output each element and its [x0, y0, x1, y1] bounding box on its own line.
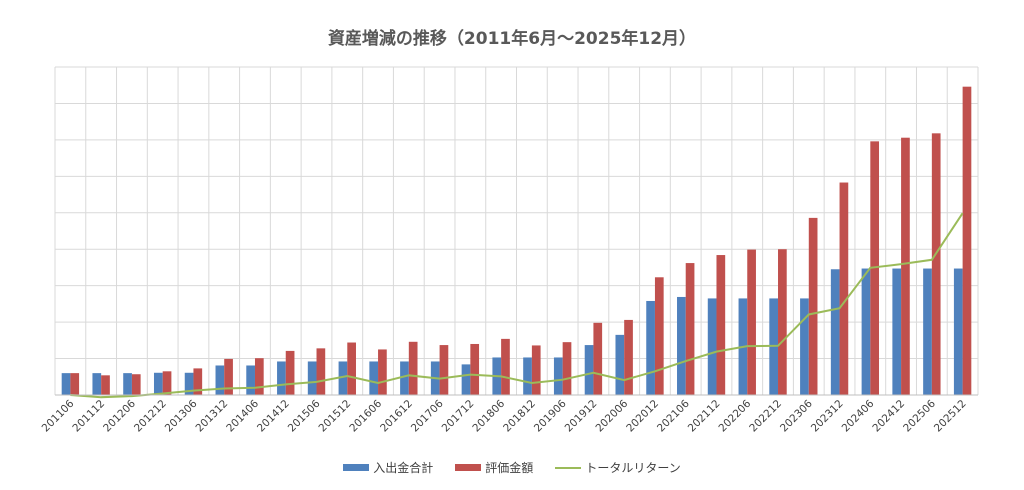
x-tick-label: 202406: [840, 397, 877, 434]
x-tick-label: 201812: [501, 398, 538, 435]
legend-swatch-valuation: [455, 464, 482, 471]
bar-valuation: [347, 342, 356, 395]
bar-deposits: [553, 357, 563, 395]
bar-valuation: [654, 277, 664, 395]
x-tick-label: 201512: [317, 398, 354, 435]
x-tick-label: 201506: [286, 397, 323, 434]
bar-valuation: [685, 263, 695, 395]
bar-deposits: [123, 373, 132, 395]
bar-valuation: [562, 342, 572, 395]
x-tick-label: 202206: [717, 397, 754, 434]
bar-valuation: [285, 350, 295, 395]
bar-valuation: [501, 338, 510, 395]
bar-deposits: [400, 361, 409, 395]
bar-deposits: [369, 361, 379, 395]
bar-valuation: [531, 345, 541, 395]
bar-deposits: [277, 361, 286, 395]
x-tick-label: 202512: [932, 398, 969, 435]
bar-valuation: [101, 375, 110, 395]
bar-deposits: [338, 361, 348, 395]
x-tick-label: 202212: [747, 398, 784, 435]
bar-deposits: [892, 268, 902, 395]
bar-valuation: [839, 182, 849, 395]
x-tick-label: 201306: [163, 397, 200, 434]
bar-valuation: [716, 255, 726, 395]
x-tick-label: 201412: [255, 398, 292, 435]
x-tick-label: 201206: [101, 397, 138, 434]
bar-deposits: [61, 373, 71, 395]
x-tick-label: 202412: [870, 398, 907, 435]
x-tick-label: 201312: [194, 398, 231, 435]
bar-deposits: [307, 361, 317, 395]
x-tick-label: 202106: [655, 397, 692, 434]
bar-deposits: [92, 373, 102, 395]
legend-label-total-return: トータルリターン: [585, 461, 681, 475]
bar-valuation: [408, 341, 418, 395]
bar-deposits: [584, 345, 594, 395]
x-tick-label: 202306: [778, 397, 815, 434]
bar-valuation: [254, 358, 264, 395]
legend-swatch-deposits: [343, 464, 370, 471]
bar-deposits: [246, 365, 255, 395]
legend-item-deposits: 入出金合計: [343, 459, 433, 476]
legend-item-total-return: トータルリターン: [555, 459, 681, 476]
legend-item-valuation: 評価金額: [455, 459, 533, 476]
bar-deposits: [461, 364, 471, 395]
x-tick-label: 202112: [686, 398, 723, 435]
bar-valuation: [901, 137, 910, 396]
bar-valuation: [316, 348, 326, 395]
line-total-return: [70, 212, 964, 399]
x-tick-label: 202312: [809, 398, 846, 435]
x-tick-label: 202012: [624, 398, 661, 435]
bar-valuation: [162, 371, 172, 395]
bar-valuation: [931, 133, 941, 395]
bar-valuation: [224, 358, 233, 395]
bar-valuation: [747, 249, 756, 395]
bar-deposits: [830, 269, 840, 395]
x-tick-label: 201706: [409, 397, 446, 434]
x-tick-label: 201912: [563, 398, 600, 435]
bar-deposits: [923, 268, 932, 395]
bar-valuation: [624, 319, 633, 395]
bar-valuation: [131, 374, 141, 395]
legend-swatch-total-return: [555, 466, 582, 469]
bar-valuation: [193, 368, 203, 395]
x-tick-label: 201906: [532, 397, 569, 434]
x-tick-label: 201712: [440, 398, 477, 435]
x-tick-label: 201112: [70, 398, 107, 435]
bar-deposits: [646, 300, 655, 395]
bar-valuation: [593, 322, 603, 395]
x-tick-label: 202506: [901, 397, 938, 434]
x-tick-label: 201406: [224, 397, 261, 434]
bar-deposits: [215, 365, 225, 395]
bar-deposits: [800, 298, 809, 395]
bar-deposits: [953, 268, 963, 395]
legend: 入出金合計 評価金額 トータルリターン: [0, 459, 1024, 476]
x-tick-label: 201612: [378, 398, 415, 435]
x-tick-label: 201212: [132, 398, 169, 435]
chart-title: 資産増減の推移（2011年6月～2025年12月）: [327, 29, 697, 49]
x-tick-label: 202006: [593, 397, 630, 434]
bar-valuation: [439, 345, 449, 395]
x-tick-label: 201606: [347, 397, 384, 434]
bar-valuation: [962, 86, 972, 396]
bar-deposits: [615, 334, 625, 395]
bar-valuation: [378, 349, 387, 395]
bar-deposits: [677, 296, 686, 395]
x-tick-label: 201106: [40, 397, 77, 434]
bar-valuation: [808, 217, 818, 395]
legend-label-deposits: 入出金合計: [373, 461, 434, 475]
bar-deposits: [153, 372, 163, 395]
bar-deposits: [523, 357, 532, 395]
bar-valuation: [778, 249, 787, 395]
bar-deposits: [707, 298, 717, 395]
bar-valuation: [470, 343, 480, 395]
legend-label-valuation: 評価金額: [485, 461, 534, 475]
bar-deposits: [861, 268, 871, 395]
bar-deposits: [184, 372, 194, 395]
x-tick-label: 201806: [470, 397, 507, 434]
bar-valuation: [70, 373, 80, 395]
